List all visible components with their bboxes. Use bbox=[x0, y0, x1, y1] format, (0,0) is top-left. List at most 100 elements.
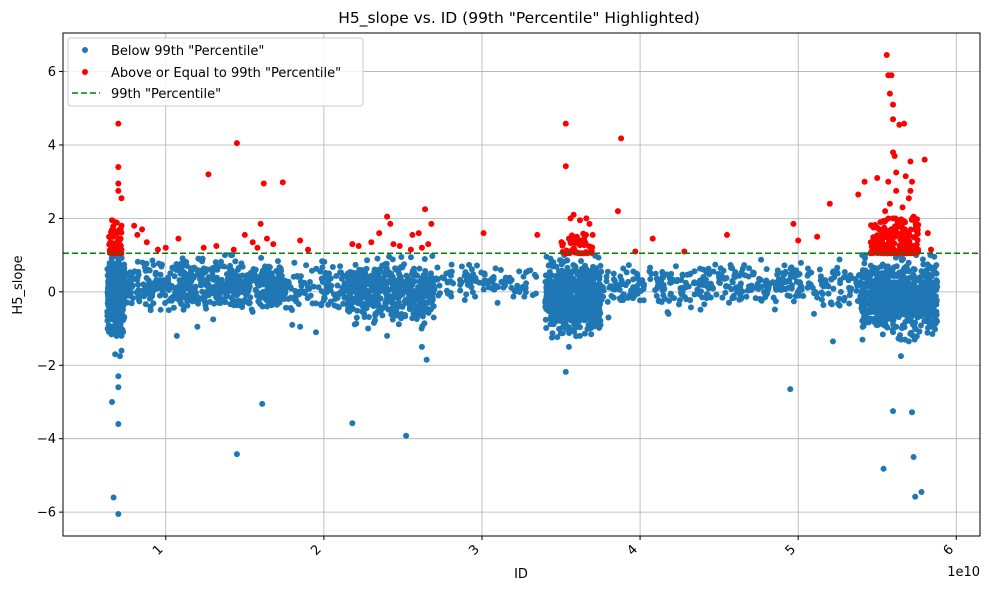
data-point bbox=[345, 278, 352, 285]
data-point bbox=[112, 351, 119, 358]
data-point bbox=[910, 454, 917, 461]
data-point bbox=[105, 322, 112, 329]
data-point bbox=[668, 270, 675, 277]
data-point bbox=[886, 314, 893, 321]
data-point bbox=[696, 281, 703, 288]
data-point bbox=[409, 231, 416, 238]
legend: Below 99th "Percentile" Above or Equal t… bbox=[67, 37, 364, 107]
data-point bbox=[542, 278, 549, 285]
data-point bbox=[150, 262, 157, 269]
data-point bbox=[340, 300, 347, 307]
data-point bbox=[367, 287, 374, 294]
data-point bbox=[862, 267, 869, 274]
data-point bbox=[254, 292, 261, 299]
data-point bbox=[592, 281, 599, 288]
data-point bbox=[139, 226, 146, 233]
data-point bbox=[254, 273, 261, 280]
data-point bbox=[586, 283, 593, 290]
data-point bbox=[929, 331, 936, 338]
data-point bbox=[185, 273, 192, 280]
data-point bbox=[569, 239, 576, 246]
data-point bbox=[411, 278, 418, 285]
data-point bbox=[755, 285, 762, 292]
data-point bbox=[578, 286, 585, 293]
data-point bbox=[368, 239, 375, 246]
data-point bbox=[157, 277, 164, 284]
data-point bbox=[418, 343, 425, 350]
data-point bbox=[900, 235, 907, 242]
data-point bbox=[418, 325, 425, 332]
data-point bbox=[220, 285, 227, 292]
data-point bbox=[906, 238, 913, 245]
data-point bbox=[781, 277, 788, 284]
data-point bbox=[603, 273, 610, 280]
data-point bbox=[756, 275, 763, 282]
data-point bbox=[387, 294, 394, 301]
data-point bbox=[900, 304, 907, 311]
data-point bbox=[144, 285, 151, 292]
data-point bbox=[620, 280, 627, 287]
data-point bbox=[304, 295, 311, 302]
data-point bbox=[633, 283, 640, 290]
data-point bbox=[328, 282, 335, 289]
data-point bbox=[598, 296, 605, 303]
data-point bbox=[774, 267, 781, 274]
data-point bbox=[786, 277, 793, 284]
data-point bbox=[297, 323, 304, 330]
data-point bbox=[907, 294, 914, 301]
data-point bbox=[259, 291, 266, 298]
data-point bbox=[704, 281, 711, 288]
data-point bbox=[772, 284, 779, 291]
data-point bbox=[727, 262, 734, 269]
data-point bbox=[879, 261, 886, 268]
data-point bbox=[891, 299, 898, 306]
data-point bbox=[570, 279, 577, 286]
data-point bbox=[637, 297, 644, 304]
data-point bbox=[386, 253, 393, 260]
data-point bbox=[388, 279, 395, 286]
data-point bbox=[396, 242, 403, 249]
data-point bbox=[814, 233, 821, 240]
data-point bbox=[788, 285, 795, 292]
data-point bbox=[658, 277, 665, 284]
data-point bbox=[439, 274, 446, 281]
data-point bbox=[926, 318, 933, 325]
data-point bbox=[165, 307, 172, 314]
data-point bbox=[282, 289, 289, 296]
data-point bbox=[365, 325, 372, 332]
data-point bbox=[244, 285, 251, 292]
data-point bbox=[868, 250, 875, 257]
data-point bbox=[154, 246, 161, 253]
data-point bbox=[630, 268, 637, 275]
data-point bbox=[556, 308, 563, 315]
data-point bbox=[910, 234, 917, 241]
data-point bbox=[858, 305, 865, 312]
data-point bbox=[829, 338, 836, 345]
data-point bbox=[576, 324, 583, 331]
data-point bbox=[867, 262, 874, 269]
data-point bbox=[722, 283, 729, 290]
data-point bbox=[312, 329, 319, 336]
data-point bbox=[875, 233, 882, 240]
data-point bbox=[548, 290, 555, 297]
data-point bbox=[131, 222, 138, 229]
data-point bbox=[204, 292, 211, 299]
data-point bbox=[297, 278, 304, 285]
data-point bbox=[876, 226, 883, 233]
data-point bbox=[649, 235, 656, 242]
data-point bbox=[830, 268, 837, 275]
data-point bbox=[109, 240, 116, 247]
data-point bbox=[480, 280, 487, 287]
data-point bbox=[457, 281, 464, 288]
data-point bbox=[687, 297, 694, 304]
data-point bbox=[781, 262, 788, 269]
data-point bbox=[349, 420, 356, 427]
data-point bbox=[116, 283, 123, 290]
data-point bbox=[136, 298, 143, 305]
data-point bbox=[715, 270, 722, 277]
data-point bbox=[127, 269, 134, 276]
data-point bbox=[270, 241, 277, 248]
data-point bbox=[149, 286, 156, 293]
data-point bbox=[108, 227, 115, 234]
data-point bbox=[907, 187, 914, 194]
